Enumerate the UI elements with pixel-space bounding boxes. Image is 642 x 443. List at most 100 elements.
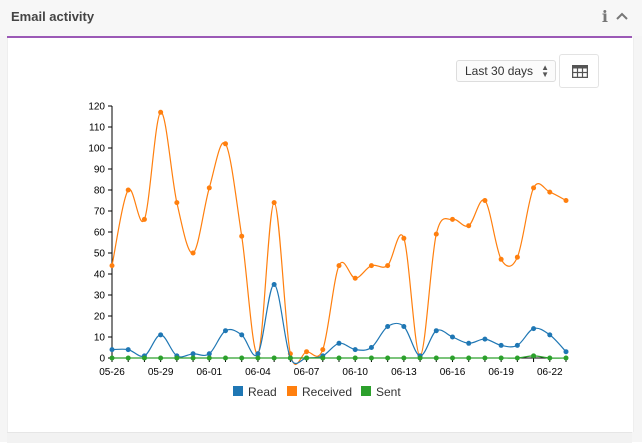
data-point-sent: [287, 355, 293, 361]
data-point-sent: [109, 355, 115, 361]
data-point-received: [304, 349, 310, 355]
data-point-sent: [206, 355, 212, 361]
x-tick-label: 05-26: [99, 367, 125, 378]
data-point-sent: [304, 355, 310, 361]
data-point-sent: [450, 355, 455, 361]
data-point-received: [482, 198, 488, 203]
legend-swatch-read: [233, 386, 243, 396]
data-point-received: [401, 235, 407, 241]
y-tick-label: 70: [94, 207, 106, 218]
data-point-received: [206, 185, 212, 191]
series-line-received: [111, 111, 567, 365]
data-point-received: [239, 233, 245, 239]
data-point-sent: [482, 355, 488, 361]
data-point-received: [271, 200, 277, 206]
data-point-read: [498, 342, 504, 348]
data-point-read: [514, 342, 520, 348]
x-tick-label: 05-29: [148, 367, 174, 378]
data-point-read: [125, 347, 131, 353]
x-tick-label: 06-01: [196, 367, 222, 378]
widget-footer: [7, 432, 632, 443]
data-point-received: [125, 187, 131, 193]
data-point-read: [352, 347, 358, 353]
x-tick-label: 06-13: [391, 367, 417, 378]
data-point-received: [174, 200, 180, 206]
data-point-sent: [498, 355, 504, 361]
data-point-sent: [255, 355, 261, 361]
data-point-read: [190, 351, 196, 357]
data-point-sent: [547, 355, 553, 361]
data-point-read: [450, 334, 455, 340]
data-point-received: [336, 263, 342, 269]
data-point-sent: [352, 355, 358, 361]
data-point-read: [271, 282, 277, 287]
data-point-received: [563, 198, 569, 203]
data-point-read: [206, 351, 212, 357]
data-point-received: [320, 347, 326, 353]
data-point-read: [255, 351, 261, 357]
series-line-read: [111, 283, 567, 365]
data-point-sent: [514, 355, 520, 361]
data-point-received: [190, 250, 196, 256]
data-point-sent: [401, 355, 407, 361]
widget-title: Email activity: [11, 9, 95, 24]
data-point-received: [498, 256, 504, 262]
y-tick-label: 80: [94, 186, 106, 197]
date-range-select[interactable]: Last 30 days ▲ ▼: [456, 60, 556, 82]
data-point-sent: [174, 355, 180, 361]
data-point-sent: [368, 355, 374, 361]
data-point-read: [385, 324, 391, 329]
data-point-sent: [563, 355, 569, 361]
data-point-sent: [385, 355, 391, 361]
y-tick-label: 10: [94, 333, 106, 344]
header-accent-line: [7, 36, 632, 38]
data-point-read: [223, 328, 228, 334]
y-tick-label: 30: [94, 291, 106, 302]
data-point-received: [352, 275, 358, 281]
x-tick-label: 06-10: [342, 367, 368, 378]
x-tick-label: 06-04: [245, 367, 271, 378]
data-point-sent: [141, 355, 147, 361]
table-icon: [572, 65, 588, 78]
data-point-read: [466, 340, 472, 346]
data-point-sent: [320, 355, 326, 361]
y-tick-label: 50: [94, 249, 106, 260]
data-point-sent: [466, 355, 472, 361]
legend-label-read: Read: [248, 385, 277, 399]
y-tick-label: 60: [94, 228, 106, 239]
data-point-sent: [271, 355, 277, 361]
data-point-sent: [190, 355, 196, 361]
y-tick-label: 40: [94, 270, 106, 281]
data-point-read: [482, 336, 488, 342]
info-icon[interactable]: i: [601, 7, 608, 26]
x-tick-label: 06-07: [294, 367, 320, 378]
chevron-up-icon[interactable]: [616, 8, 628, 26]
y-tick-label: 20: [94, 312, 106, 323]
data-point-received: [223, 141, 228, 147]
data-point-read: [336, 340, 342, 346]
data-point-received: [109, 263, 115, 269]
data-point-sent: [158, 355, 164, 361]
data-point-received: [368, 263, 374, 269]
data-point-received: [531, 185, 537, 191]
data-point-read: [401, 324, 407, 329]
data-point-sent: [125, 355, 131, 361]
x-tick-label: 06-16: [440, 367, 466, 378]
legend-label-received: Received: [302, 385, 352, 399]
data-point-read: [239, 332, 245, 338]
data-point-received: [385, 263, 391, 269]
y-tick-label: 0: [99, 354, 105, 365]
table-view-button[interactable]: [559, 54, 599, 88]
data-point-sent: [336, 355, 342, 361]
y-tick-label: 100: [88, 144, 105, 155]
legend-swatch-sent: [361, 386, 371, 396]
data-point-sent: [223, 355, 228, 361]
data-point-received: [433, 231, 439, 237]
y-tick-label: 90: [94, 165, 106, 176]
data-point-read: [531, 326, 537, 332]
y-tick-label: 110: [89, 123, 105, 134]
x-tick-label: 06-22: [537, 367, 563, 378]
header-icons: i: [602, 8, 628, 26]
data-point-sent: [239, 355, 245, 361]
